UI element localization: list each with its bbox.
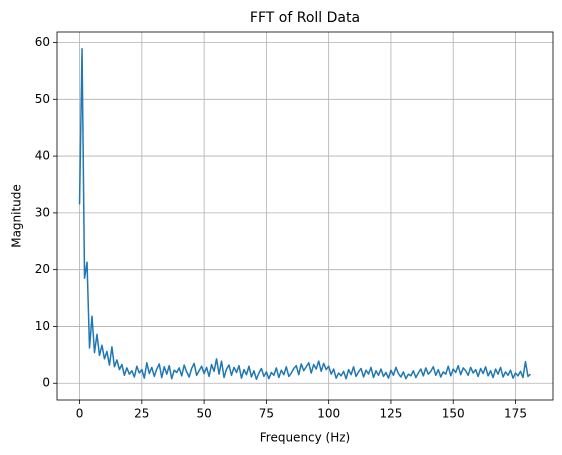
- x-tick-label: 100: [317, 407, 340, 421]
- y-tick-label: 10: [35, 319, 50, 333]
- x-tick-label: 75: [259, 407, 274, 421]
- x-tick-label: 150: [442, 407, 465, 421]
- x-tick-label: 0: [76, 407, 84, 421]
- x-tick-label: 25: [134, 407, 149, 421]
- y-tick-label: 30: [35, 205, 50, 219]
- data-line: [78, 48, 531, 381]
- chart-title: FFT of Roll Data: [250, 10, 360, 26]
- x-tick-label: 125: [379, 407, 402, 421]
- y-tick-label: 40: [35, 149, 50, 163]
- y-tick-label: 20: [35, 262, 50, 276]
- x-tick-label: 175: [504, 407, 527, 421]
- y-axis-label: Magnitude: [10, 184, 24, 248]
- x-axis-label: Frequency (Hz): [260, 431, 351, 445]
- y-tick-label: 0: [42, 376, 50, 390]
- x-tick-label: 50: [196, 407, 211, 421]
- y-tick-label: 50: [35, 92, 50, 106]
- plot-frame: [56, 31, 554, 401]
- y-tick-label: 60: [35, 35, 50, 49]
